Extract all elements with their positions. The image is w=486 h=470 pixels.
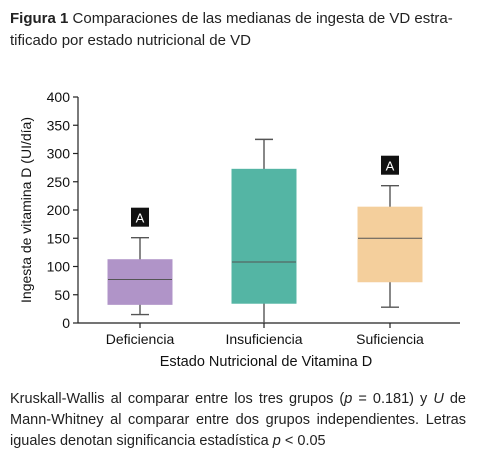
iqr-box: [231, 168, 297, 304]
y-tick-label: 400: [47, 89, 71, 105]
y-tick-label: 100: [47, 259, 71, 275]
figure-caption: Figura 1 Comparaciones de las medianas d…: [10, 8, 472, 52]
note-p-symbol-1: p: [344, 391, 353, 407]
box-deficiencia: Deficiencia A: [106, 207, 175, 347]
significance-label: A: [386, 159, 395, 174]
y-tick-label: 300: [47, 146, 71, 162]
figure-note: Kruskall-Wallis al comparar entre los tr…: [10, 389, 466, 452]
x-tick-label: Suficiencia: [356, 331, 424, 347]
y-tick-label: 150: [47, 230, 71, 246]
figure-title: Comparaciones de las medianas de ingesta…: [10, 10, 453, 49]
note-text-1: Kruskall-Wallis al comparar entre los tr…: [10, 391, 345, 407]
note-p-symbol-2: p: [272, 433, 281, 449]
y-tick-label: 200: [47, 202, 71, 218]
note-text-3: de Mann-Whitney al comparar entre dos gr…: [10, 391, 466, 449]
significance-badge: [381, 155, 399, 175]
iqr-box: [357, 206, 423, 283]
y-tick-label: 50: [54, 287, 70, 303]
significance-label: A: [136, 211, 145, 226]
iqr-box: [107, 259, 173, 305]
note-text-4: < 0.05: [280, 433, 326, 449]
boxplot-chart: 0 50 100 150 200 250 300 350 400 Deficiencia A Ins…: [18, 89, 460, 370]
x-tick-label: Insuficiencia: [225, 331, 302, 347]
figure-label: Figura 1: [10, 10, 69, 27]
note-u-symbol: U: [433, 391, 444, 407]
y-tick-label: 250: [47, 174, 71, 190]
y-axis-label: Ingesta de vitamina D (UI/día): [18, 117, 34, 303]
x-tick-label: Deficiencia: [106, 331, 175, 347]
note-text-2: = 0.181) y: [352, 391, 434, 407]
significance-badge: [131, 207, 149, 227]
box-suficiencia: Suficiencia A: [356, 155, 424, 347]
box-insuficiencia: Insuficiencia: [225, 138, 303, 347]
y-tick-label: 350: [47, 117, 71, 133]
y-tick-label: 0: [62, 315, 70, 331]
x-axis-label: Estado Nutricional de Vitamina D: [160, 354, 373, 370]
